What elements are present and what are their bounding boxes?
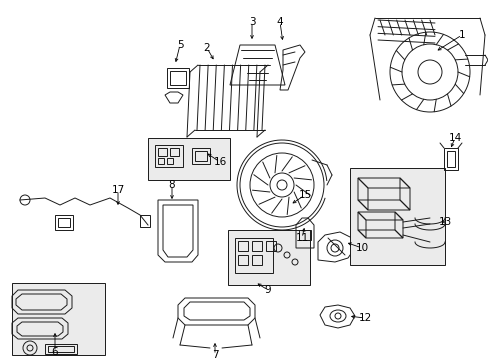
Text: 6: 6 [52,347,58,357]
Text: 15: 15 [298,190,311,200]
Text: 7: 7 [211,350,218,360]
Bar [167,158,173,164]
Bar [55,215,73,230]
Text: 3: 3 [248,17,255,27]
Bar [167,68,189,88]
Text: 4: 4 [276,17,283,27]
Text: 14: 14 [447,133,461,143]
Bar [235,238,272,273]
Text: 13: 13 [437,217,451,227]
Bar [192,148,209,164]
Text: 2: 2 [203,43,210,53]
Bar [238,255,247,265]
Bar [227,230,309,285]
Bar [158,158,163,164]
Bar [170,148,179,156]
Bar [140,215,150,227]
Bar [443,148,457,170]
Bar [251,241,262,251]
Bar [265,241,275,251]
Bar [48,346,74,352]
Text: 16: 16 [213,157,226,167]
Bar [298,230,310,240]
Bar [155,145,183,167]
Text: 12: 12 [358,313,371,323]
Bar [12,283,105,355]
Bar [170,71,185,85]
Text: 8: 8 [168,180,175,190]
Text: 17: 17 [111,185,124,195]
Bar [238,241,247,251]
Bar [195,151,206,161]
Bar [446,151,454,167]
Text: 1: 1 [458,30,465,40]
Text: 5: 5 [176,40,183,50]
Bar [349,168,444,265]
Bar [45,344,77,354]
Text: 10: 10 [355,243,368,253]
Bar [158,148,167,156]
Bar [58,218,70,227]
Text: 9: 9 [264,285,271,295]
Bar [148,138,229,180]
Text: 11: 11 [295,233,308,243]
Bar [251,255,262,265]
